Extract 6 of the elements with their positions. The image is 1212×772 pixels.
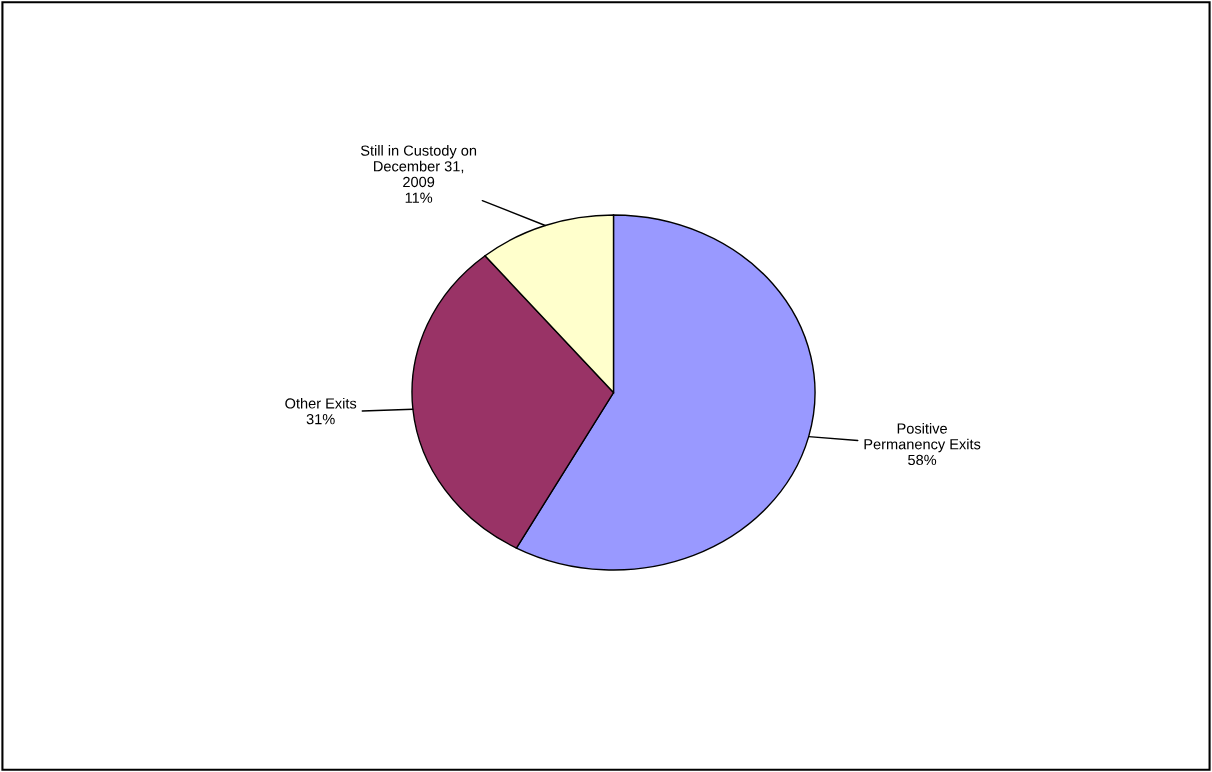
slice-label: Positive Permanency Exits bbox=[864, 422, 981, 453]
data-label: 11% bbox=[405, 192, 433, 203]
data-label: 31% bbox=[306, 413, 335, 425]
slice-label: Still in Custody on December 31, 2009 bbox=[360, 145, 477, 188]
slice-label: Other Exits bbox=[285, 397, 357, 409]
data-label: 58% bbox=[908, 454, 937, 466]
